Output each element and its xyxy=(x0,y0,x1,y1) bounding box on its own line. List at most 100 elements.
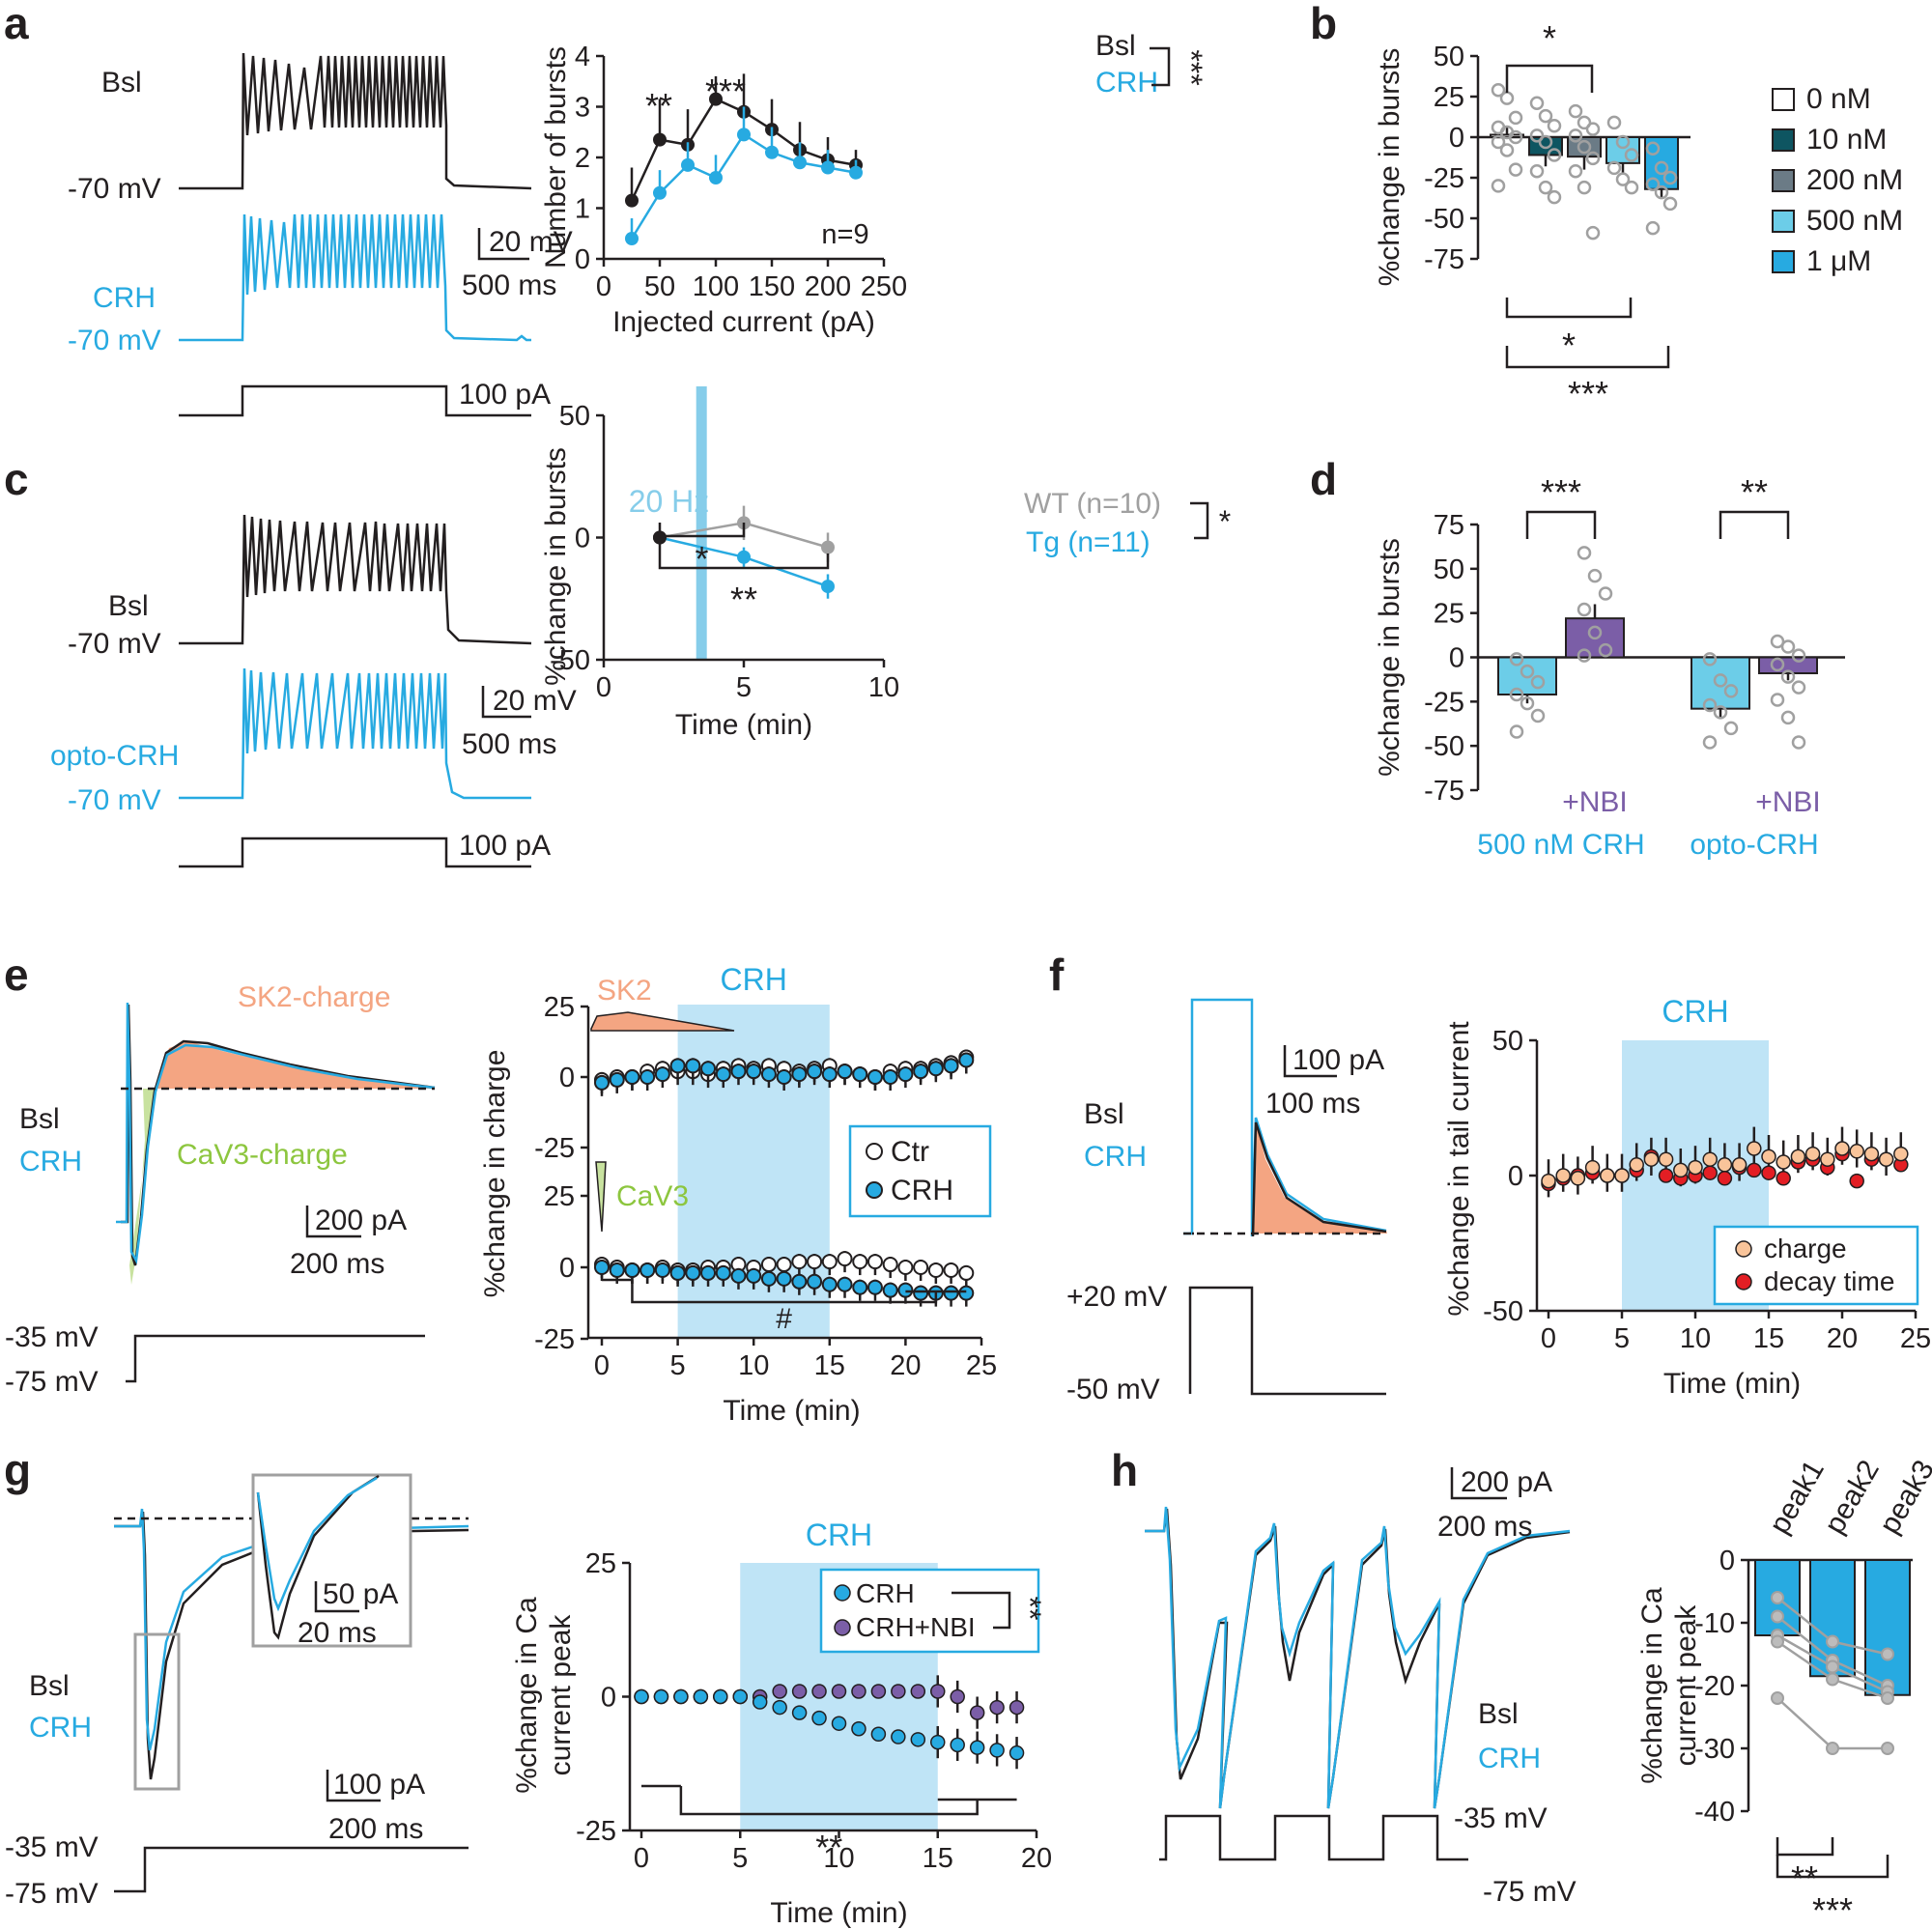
c-ylabel: %change in bursts xyxy=(540,447,572,686)
b-ytick-label: 0 xyxy=(1449,123,1464,154)
e-sk2-crh xyxy=(958,1052,975,1068)
e-cav3-crh xyxy=(897,1282,914,1298)
f-legend-decay-marker xyxy=(1735,1273,1752,1291)
f-charge-point xyxy=(1541,1173,1556,1189)
c-ytick-label: 50 xyxy=(559,401,590,432)
d-point xyxy=(1702,735,1718,750)
g-crh-point xyxy=(950,1737,965,1753)
d-point xyxy=(1509,687,1524,702)
a-point xyxy=(765,145,779,159)
b-legend-label-3: 500 nM xyxy=(1806,205,1903,237)
g-crh-point xyxy=(713,1688,728,1705)
a-step-label: 100 pA xyxy=(459,379,551,411)
g-v35: -35 mV xyxy=(5,1831,99,1863)
e-sk2-area xyxy=(155,1041,435,1089)
a-point xyxy=(625,193,639,208)
a-legend-sig: *** xyxy=(1174,49,1208,85)
c-point xyxy=(821,540,835,554)
g-crh-point xyxy=(811,1710,827,1726)
a-xtick-label: 200 xyxy=(805,271,851,302)
c-annot-2: ** xyxy=(730,580,757,619)
b-ytick-label: -50 xyxy=(1424,204,1464,235)
a-scale-mv: 20 mV xyxy=(489,226,573,258)
b-point xyxy=(1645,177,1661,191)
f-treatment-label: CRH xyxy=(1662,994,1728,1029)
b-point xyxy=(1529,96,1545,110)
e-sk2-crh xyxy=(791,1066,808,1083)
g-xtick-label: 0 xyxy=(634,1843,649,1874)
g-scalebar: 100 pA 200 ms xyxy=(326,1769,425,1845)
e-cav3-ctr xyxy=(776,1257,792,1273)
e-cav3-crh xyxy=(807,1273,823,1290)
e-annot-hash: # xyxy=(776,1303,792,1335)
b-point xyxy=(1491,83,1506,98)
f-xlabel: Time (min) xyxy=(1663,1368,1801,1400)
f-charge-point xyxy=(1804,1146,1821,1162)
e-scale-pa: 200 pA xyxy=(315,1205,407,1236)
h-paired-line xyxy=(1776,1697,1888,1750)
c-ytick-label: -50 xyxy=(550,645,590,676)
e-cav3-crh xyxy=(654,1262,670,1278)
e-xtick-label: 20 xyxy=(890,1350,921,1381)
e-sk2-crh xyxy=(700,1061,717,1077)
b-point xyxy=(1585,122,1601,136)
b-point xyxy=(1491,179,1506,193)
g-crh-point xyxy=(634,1688,649,1705)
e-cav3-ctr xyxy=(958,1264,975,1281)
e-xtick-label: 10 xyxy=(738,1350,769,1381)
b-legend-label-0: 0 nM xyxy=(1806,83,1871,115)
e-cav3-area xyxy=(129,1089,155,1285)
e-ytick-label: 0 xyxy=(559,1063,575,1093)
a-point xyxy=(849,165,863,180)
f-tail-area xyxy=(1253,1121,1387,1234)
h-bar-2 xyxy=(1864,1559,1911,1696)
h-annot-2: *** xyxy=(1812,1890,1853,1929)
e-sk2-crh xyxy=(594,1074,610,1091)
g-legend-nbi: CRH+NBI xyxy=(856,1612,976,1642)
d-point xyxy=(1723,721,1739,736)
h-cat-0: peak1 xyxy=(1763,1455,1830,1539)
f-decay-point xyxy=(1776,1171,1791,1186)
b-point xyxy=(1645,141,1661,156)
g-crh-point xyxy=(910,1732,926,1747)
g-nbi-point xyxy=(989,1699,1005,1716)
g-ylabel-1: %change in Ca xyxy=(511,1597,543,1794)
chart-a: 0 50 100 150 200 250 0 1 2 3 4 Injected current (pA… xyxy=(540,30,1208,338)
c-bracket-1 xyxy=(658,523,746,538)
f-charge-point xyxy=(1863,1146,1880,1162)
a-point xyxy=(793,156,807,170)
h-point xyxy=(1771,1591,1784,1604)
b-annot-1: * xyxy=(1543,18,1556,58)
d-point xyxy=(1530,674,1546,690)
f-scale-ms: 100 ms xyxy=(1265,1088,1360,1120)
c-legend-tg: Tg (n=11) xyxy=(1026,526,1151,558)
d-point xyxy=(1598,586,1613,601)
e-cav3-ctr xyxy=(943,1262,959,1278)
h-v35: -35 mV xyxy=(1454,1802,1548,1834)
g-crh-point xyxy=(653,1688,669,1705)
h-bracket-1 xyxy=(1776,1837,1834,1857)
e-sk2-crh xyxy=(654,1066,670,1083)
b-point xyxy=(1547,189,1562,205)
e-legend-ctr-marker xyxy=(866,1143,883,1160)
f-charge-point xyxy=(1893,1146,1909,1162)
c-stim-bar xyxy=(696,386,707,660)
b-point xyxy=(1654,184,1669,200)
e-sk2-crh xyxy=(821,1066,838,1083)
f-xtick-label: 15 xyxy=(1753,1323,1784,1354)
e-cav3-ctr xyxy=(791,1254,808,1270)
f-v20: +20 mV xyxy=(1066,1281,1167,1313)
a-ytick-label: 3 xyxy=(575,93,590,124)
g-crh-point xyxy=(1009,1745,1025,1761)
f-ytick-label: -50 xyxy=(1483,1296,1523,1327)
b-point xyxy=(1491,134,1506,150)
panel-label-h: h xyxy=(1111,1445,1138,1495)
g-ytick-label: -25 xyxy=(576,1816,616,1847)
f-decay-point xyxy=(1849,1173,1864,1189)
e-cav3-crh xyxy=(639,1262,656,1278)
h-ytick-label: -40 xyxy=(1694,1797,1735,1828)
e-sk2-crh xyxy=(746,1064,762,1080)
e-cav3-crh xyxy=(943,1285,959,1301)
f-ylabel: %change in tail current xyxy=(1443,1021,1475,1317)
